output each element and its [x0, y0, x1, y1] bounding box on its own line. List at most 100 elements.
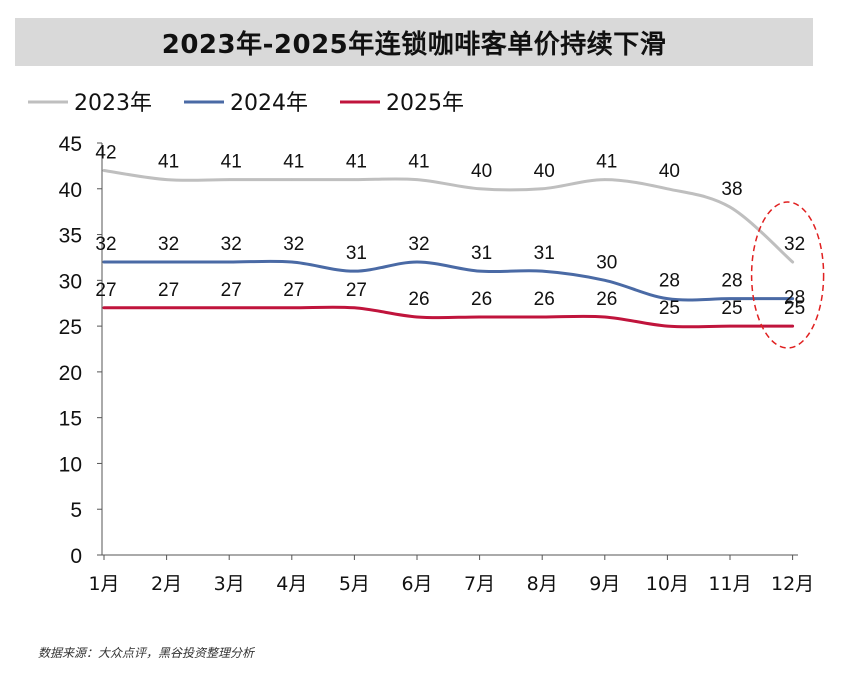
- data-point: [415, 315, 419, 319]
- data-label: 26: [596, 289, 617, 310]
- data-point: [541, 269, 544, 273]
- data-point: [728, 297, 732, 300]
- data-point: [415, 178, 419, 181]
- data-label: 32: [283, 234, 304, 255]
- data-label: 41: [158, 152, 179, 173]
- data-point: [541, 315, 544, 319]
- legend-label-2: 2024年: [230, 91, 308, 116]
- data-label: 27: [283, 280, 304, 301]
- series-line-3: [102, 305, 795, 329]
- data-label: 41: [408, 152, 429, 173]
- data-label: 30: [596, 252, 617, 273]
- y-tick-label: 45: [59, 133, 82, 156]
- data-label: 41: [283, 152, 304, 173]
- data-point: [728, 205, 732, 209]
- data-label: 41: [596, 152, 617, 173]
- data-point: [290, 178, 293, 181]
- data-label: 28: [659, 271, 680, 292]
- series-line-1: [102, 168, 795, 264]
- data-label: 31: [471, 243, 492, 264]
- data-point: [228, 260, 231, 264]
- data-point: [102, 169, 106, 172]
- data-point: [102, 306, 106, 309]
- data-label: 27: [346, 280, 367, 301]
- data-label: 32: [158, 234, 179, 255]
- y-tick-label: 10: [59, 453, 82, 476]
- data-point: [478, 187, 481, 190]
- data-label: 27: [221, 280, 242, 301]
- x-tick-label: 6月: [401, 573, 432, 595]
- highlight-ellipse: [750, 201, 825, 349]
- y-tick-label: 5: [70, 499, 82, 522]
- data-label: 31: [346, 243, 367, 264]
- source-note: 数据来源：大众点评，黑谷投资整理分析: [38, 646, 255, 660]
- data-point: [165, 260, 168, 264]
- data-label: 31: [534, 243, 555, 264]
- x-tick-label: 4月: [276, 573, 307, 595]
- x-tick-label: 10月: [646, 573, 689, 595]
- data-label: 42: [95, 142, 116, 163]
- data-label: 41: [221, 152, 242, 173]
- series-line-2: [102, 259, 795, 302]
- legend-label-3: 2025年: [386, 91, 464, 116]
- y-tick-label: 20: [59, 362, 82, 385]
- data-label: 40: [471, 161, 492, 182]
- data-point: [603, 178, 606, 181]
- data-label: 25: [721, 298, 742, 319]
- x-tick-label: 9月: [589, 573, 620, 595]
- y-tick-label: 35: [59, 225, 82, 248]
- data-label: 41: [346, 152, 367, 173]
- data-point: [541, 187, 544, 190]
- data-label: 26: [534, 289, 555, 310]
- x-tick-label: 2月: [151, 573, 182, 595]
- x-tick-label: 11月: [708, 573, 751, 595]
- y-tick-label: 25: [59, 316, 82, 339]
- x-tick-label: 8月: [527, 573, 558, 595]
- data-label: 40: [534, 161, 555, 182]
- data-label: 27: [158, 280, 179, 301]
- data-point: [791, 324, 794, 328]
- data-label: 26: [408, 289, 429, 310]
- data-point: [353, 306, 356, 309]
- data-point: [603, 315, 606, 319]
- data-label: 32: [784, 234, 805, 255]
- x-tick-label: 3月: [214, 573, 245, 595]
- data-label: 26: [471, 289, 492, 310]
- data-label: 40: [659, 161, 680, 182]
- data-point: [165, 178, 168, 181]
- data-point: [603, 279, 606, 282]
- data-point: [728, 324, 732, 328]
- data-point: [791, 297, 794, 300]
- x-tick-label: 7月: [464, 573, 495, 595]
- data-label: 28: [784, 288, 805, 309]
- y-tick-label: 40: [59, 179, 82, 202]
- data-point: [791, 260, 794, 264]
- chart-title: 2023年-2025年连锁咖啡客单价持续下滑: [161, 29, 667, 60]
- y-tick-label: 30: [59, 270, 82, 293]
- data-label: 38: [721, 179, 742, 200]
- data-point: [478, 269, 481, 273]
- legend-label-1: 2023年: [74, 91, 152, 116]
- data-point: [353, 269, 356, 273]
- data-point: [228, 306, 231, 309]
- data-label: 32: [95, 234, 116, 255]
- data-point: [353, 178, 356, 181]
- data-point: [415, 260, 419, 264]
- data-point: [290, 260, 293, 264]
- data-point: [102, 260, 106, 264]
- data-point: [666, 187, 669, 190]
- x-tick-label: 12月: [771, 573, 814, 595]
- y-tick-label: 0: [70, 545, 82, 568]
- data-label: 28: [721, 271, 742, 292]
- y-tick-label: 15: [59, 408, 82, 431]
- data-label: 32: [408, 234, 429, 255]
- data-point: [228, 178, 231, 181]
- data-label: 32: [221, 234, 242, 255]
- x-tick-label: 5月: [339, 573, 370, 595]
- data-label: 25: [659, 298, 680, 319]
- data-point: [165, 306, 168, 309]
- data-label: 25: [784, 298, 805, 319]
- chart-title-bar: 2023年-2025年连锁咖啡客单价持续下滑: [15, 18, 813, 66]
- data-point: [666, 297, 669, 300]
